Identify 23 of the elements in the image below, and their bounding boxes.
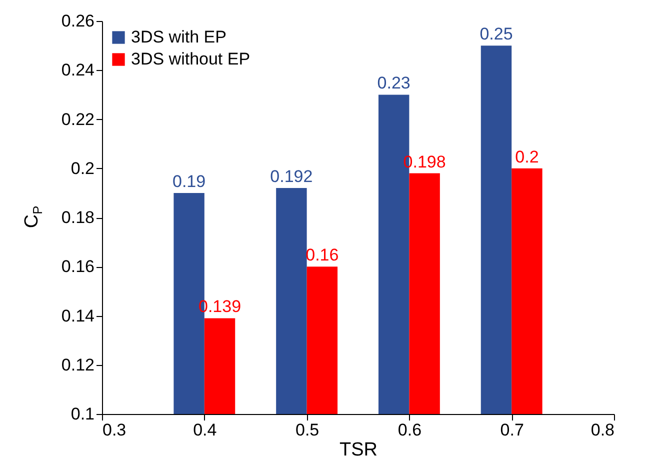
x-tick-label: 0.3	[102, 420, 126, 440]
y-tick-label: 0.24	[61, 60, 94, 80]
legend-label: 3DS without EP	[131, 50, 250, 68]
y-tick-label: 0.18	[61, 208, 94, 227]
data-label: 0.2	[515, 147, 539, 166]
x-axis-title: TSR	[340, 440, 378, 460]
data-label: 0.192	[270, 167, 313, 186]
y-tick-label: 0.12	[61, 355, 94, 374]
x-tick-label: 0.6	[398, 420, 422, 440]
x-tick-label: 0.5	[295, 420, 320, 440]
y-tick-label: 0.14	[61, 306, 94, 326]
data-label: 0.19	[172, 172, 206, 191]
data-label: 0.25	[480, 24, 513, 44]
data-label: 0.23	[377, 74, 410, 93]
y-tick-label: 0.22	[61, 110, 94, 129]
y-tick-label: 0.16	[61, 257, 94, 276]
y-tick-label: 0.2	[70, 158, 94, 178]
x-tick-label: 0.7	[500, 420, 524, 440]
x-tick-label: 0.8	[590, 420, 614, 440]
x-tick-label: 0.4	[193, 420, 217, 440]
y-tick-label: 0.26	[61, 12, 94, 30]
legend-label: 3DS with EP	[131, 28, 226, 46]
y-tick-label: 0.1	[70, 404, 94, 424]
